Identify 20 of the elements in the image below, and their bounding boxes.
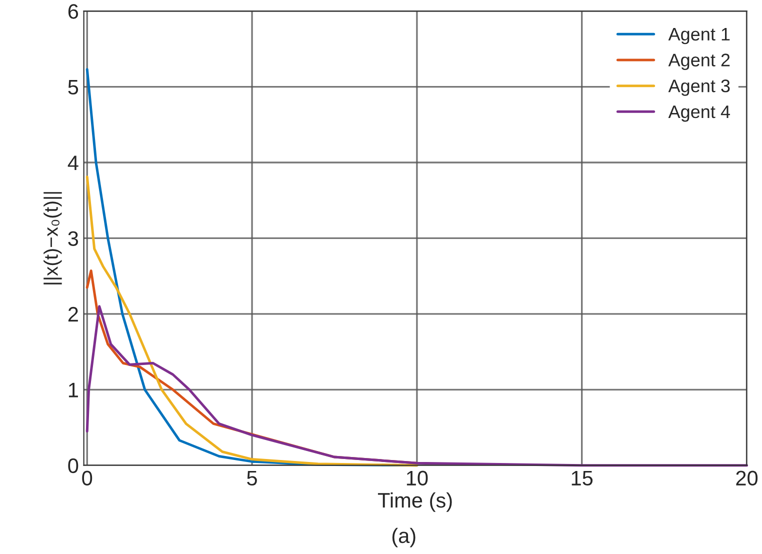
y-tick-label: 6: [68, 4, 78, 19]
x-tick-label: 10: [406, 470, 428, 486]
y-tick-label: 0: [68, 458, 78, 474]
legend-label: Agent 1: [668, 28, 730, 44]
y-tick-label: 3: [68, 231, 78, 246]
text: (a): [392, 528, 416, 548]
line-series: [86, 176, 418, 467]
x-tick-label: 0: [82, 470, 92, 486]
x-tick-label: 5: [247, 470, 257, 486]
legend-label: Agent 4: [668, 106, 730, 122]
legend-label: Agent 2: [668, 54, 730, 70]
y-tick-label: 1: [68, 382, 78, 398]
y-tick-label: 2: [68, 306, 78, 322]
x-axis-title: Time (s): [378, 492, 452, 512]
legend-label: Agent 3: [668, 80, 730, 96]
y-axis-title: ||x(t)−x₀(t)||: [44, 192, 62, 284]
x-tick-label: 15: [572, 470, 593, 486]
y-tick-label: 4: [68, 156, 78, 170]
x-tick-label: 20: [736, 470, 758, 486]
y-tick-label: 5: [68, 80, 78, 95]
